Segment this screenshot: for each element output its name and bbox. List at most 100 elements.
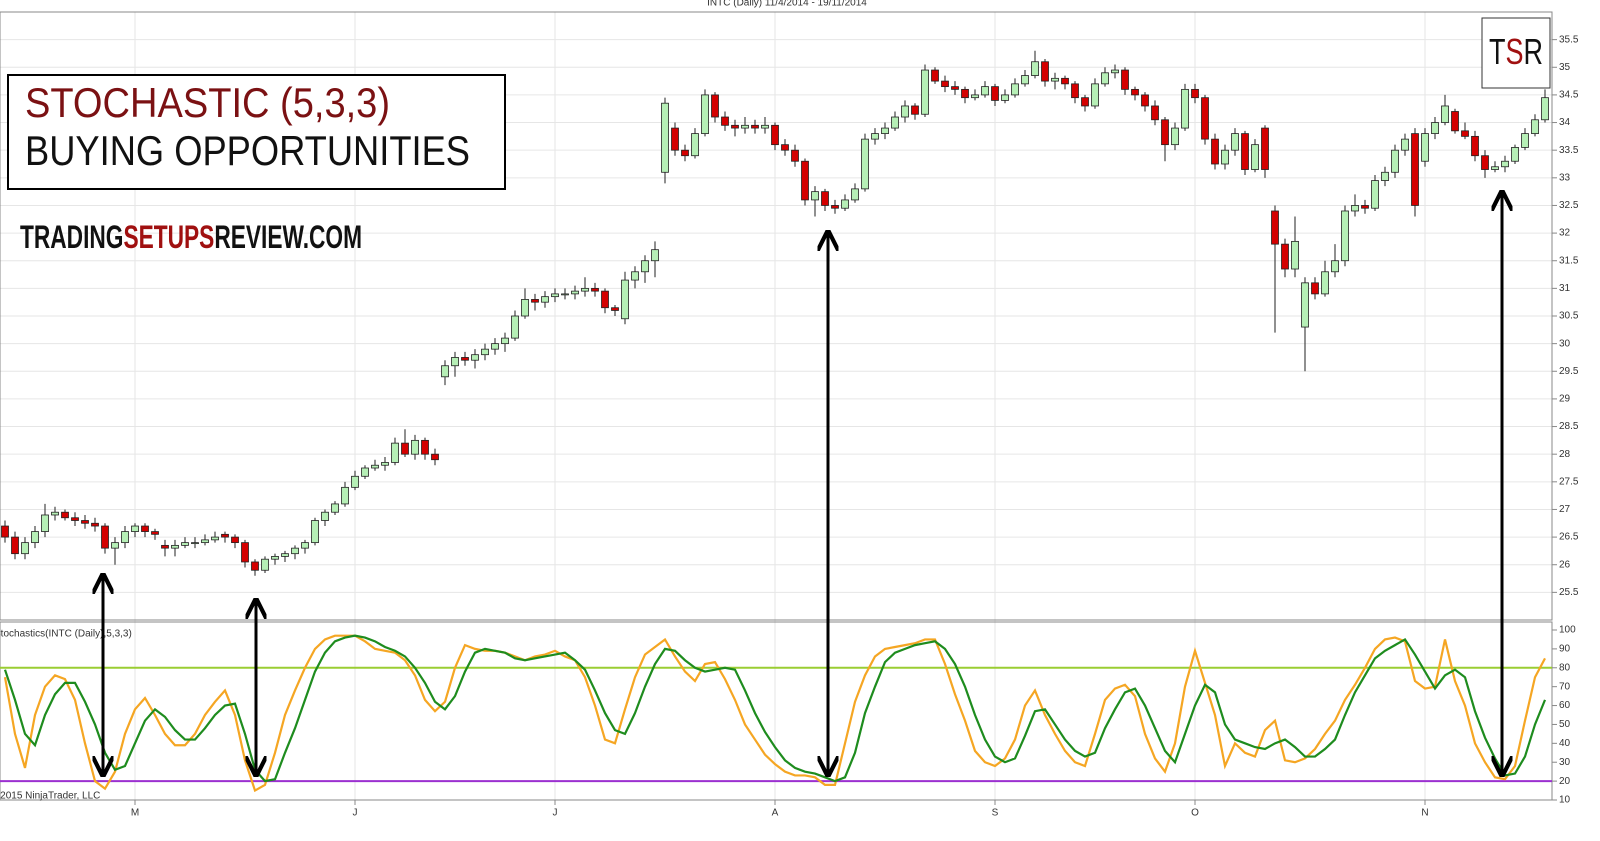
candle-body: [181, 542, 189, 546]
candle-body: [221, 533, 229, 538]
candle-body: [1071, 83, 1079, 99]
candle-body: [41, 514, 49, 532]
y-tick-label: 100: [1559, 625, 1576, 636]
candle-body: [601, 290, 609, 309]
candle-body: [621, 279, 629, 320]
candle-body: [841, 199, 849, 209]
candle-body: [731, 124, 739, 129]
candle-body: [121, 531, 129, 544]
candle-body: [661, 102, 669, 173]
candle-body: [1461, 130, 1469, 137]
candle-body: [501, 337, 509, 345]
candle-body: [211, 536, 219, 541]
candle-body: [701, 94, 709, 134]
candle-body: [591, 287, 599, 292]
candle-body: [1161, 119, 1169, 146]
brand-part: TRADING: [20, 219, 123, 255]
logo-part: T: [1489, 31, 1505, 72]
x-tick-label: M: [131, 808, 139, 819]
candle-body: [1511, 147, 1519, 162]
candle-body: [71, 517, 79, 521]
indicator-label: Stochastics(INTC (Daily),5,3,3): [0, 629, 132, 640]
candle-body: [1171, 127, 1179, 146]
y-tick-label: 32: [1559, 228, 1571, 239]
candle-body: [231, 536, 239, 544]
candle-body: [1231, 133, 1239, 151]
candle-body: [891, 116, 899, 129]
candle-body: [581, 287, 589, 292]
candle-body: [1491, 166, 1499, 170]
x-tick-label: J: [553, 808, 558, 819]
x-tick-label: S: [992, 808, 999, 819]
candle-body: [1021, 75, 1029, 85]
candle-body: [821, 191, 829, 206]
candle-body: [881, 127, 889, 134]
candle-body: [1221, 149, 1229, 165]
x-tick-label: O: [1191, 808, 1199, 819]
candle-body: [11, 536, 19, 555]
y-tick-label: 50: [1559, 719, 1571, 730]
candle-body: [971, 94, 979, 99]
candle-body: [1011, 83, 1019, 96]
x-tick-label: A: [772, 808, 779, 819]
y-tick-label: 25.5: [1559, 587, 1579, 598]
candle-body: [351, 475, 359, 488]
x-tick-label: N: [1421, 808, 1428, 819]
candle-body: [1001, 94, 1009, 101]
candle-body: [921, 69, 929, 115]
y-tick-label: 28: [1559, 449, 1571, 460]
candle-body: [401, 442, 409, 455]
candle-body: [651, 249, 659, 262]
candle-body: [161, 544, 169, 549]
candle-body: [261, 558, 269, 571]
candle-body: [1541, 97, 1549, 121]
candle-body: [1411, 133, 1419, 206]
candle-body: [831, 205, 839, 209]
logo: TSR: [1489, 31, 1543, 72]
logo-part: R: [1524, 31, 1543, 72]
y-tick-label: 33: [1559, 172, 1571, 183]
candle-body: [1261, 127, 1269, 170]
candle-body: [201, 539, 209, 544]
candle-body: [301, 542, 309, 549]
arrows: [103, 192, 1502, 775]
y-tick-label: 30.5: [1559, 311, 1579, 322]
candle-body: [771, 124, 779, 146]
candle-body: [1141, 94, 1149, 107]
candle-body: [1111, 69, 1119, 74]
candle-body: [101, 525, 109, 549]
y-tick-label: 29.5: [1559, 366, 1579, 377]
candle-body: [1081, 97, 1089, 107]
candle-body: [291, 547, 299, 555]
candle-body: [131, 525, 139, 532]
candle-body: [541, 296, 549, 303]
candle-body: [561, 293, 569, 296]
candle-body: [611, 307, 619, 311]
copyright: © 2015 NinjaTrader, LLC: [0, 791, 100, 802]
candle-body: [151, 531, 159, 535]
candle-body: [1361, 205, 1369, 209]
candle-body: [631, 271, 639, 281]
y-tick-label: 40: [1559, 738, 1571, 749]
y-tick-label: 30: [1559, 338, 1571, 349]
candle-body: [1091, 83, 1099, 107]
candle-body: [241, 542, 249, 563]
headline: BUYING OPPORTUNITIES: [25, 127, 470, 174]
y-tick-label: 90: [1559, 644, 1571, 655]
candle-body: [1371, 180, 1379, 209]
candle-body: [1201, 97, 1209, 140]
candle-body: [801, 160, 809, 201]
candle-body: [111, 542, 119, 549]
y-tick-label: 35.5: [1559, 34, 1579, 45]
candle-body: [671, 127, 679, 151]
candle-body: [991, 86, 999, 101]
candle-body: [1531, 119, 1539, 134]
candle-body: [141, 525, 149, 532]
candle-body: [1421, 133, 1429, 162]
candle-body: [311, 520, 319, 544]
candle-body: [1121, 69, 1129, 90]
brand: TRADINGSETUPSREVIEW.COM: [20, 219, 362, 255]
candle-body: [951, 86, 959, 90]
